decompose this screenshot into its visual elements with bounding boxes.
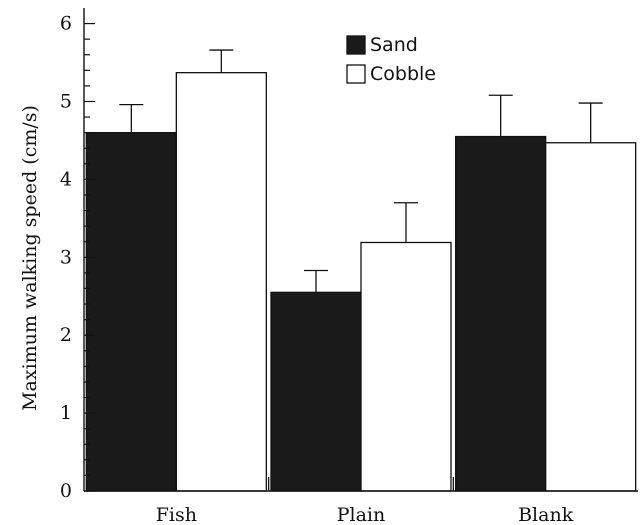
x-tick-label-fish: Fish <box>156 504 197 525</box>
legend <box>346 35 366 84</box>
y-tick-label: 6 <box>60 13 72 35</box>
legend-label-cobble: Cobble <box>370 63 436 85</box>
bar-cobble-plain <box>360 241 452 492</box>
legend-swatch-sand <box>346 35 366 55</box>
y-axis-label: Maximum walking speed (cm/s) <box>19 105 41 411</box>
y-tick-label: 1 <box>60 402 72 424</box>
bar-sand-blank <box>455 135 547 492</box>
y-tick-label: 2 <box>60 324 72 346</box>
y-tick-label: 3 <box>60 246 72 268</box>
y-tick-label: 5 <box>60 90 72 112</box>
bar-cobble-blank <box>545 142 637 492</box>
x-tick-label-plain: Plain <box>337 504 386 525</box>
bar-sand-plain <box>270 291 362 492</box>
legend-label-sand: Sand <box>370 34 418 56</box>
x-tick-label-blank: Blank <box>518 504 574 525</box>
y-tick-label: 0 <box>60 480 72 502</box>
legend-swatch-cobble <box>346 64 366 84</box>
bar-cobble-fish <box>175 72 267 492</box>
y-tick-label: 4 <box>60 168 72 190</box>
bar-sand-fish <box>85 131 177 492</box>
